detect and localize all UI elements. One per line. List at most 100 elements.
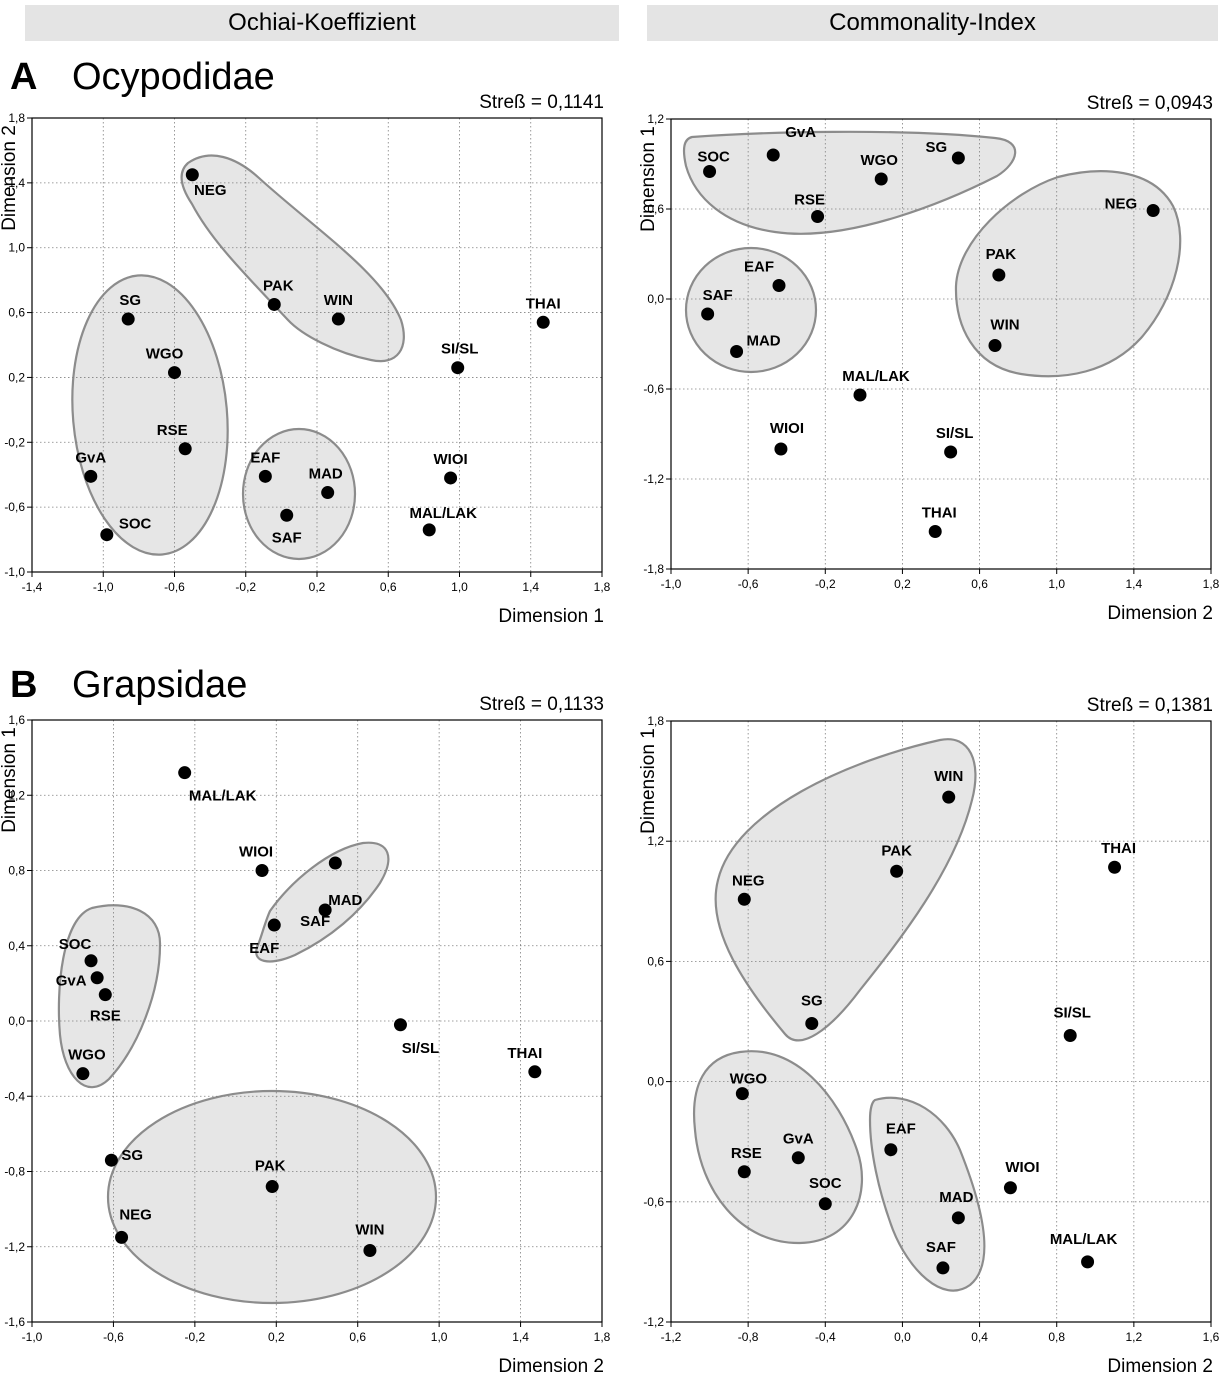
x-tick-label: 0,2 — [268, 1330, 285, 1344]
y-tick-label: -1,8 — [643, 562, 664, 576]
panel-A-left: -1,4 -1,0 -0,6 -0,2 0,2 0,6 1,0 1,4 1,8-1,0-0,6-… — [0, 92, 611, 627]
data-label-mal-lak: MAL/LAK — [842, 368, 910, 385]
y-tick-label: 1,2 — [647, 834, 664, 848]
x-tick-label: -1,4 — [22, 580, 43, 594]
data-point-gva — [766, 148, 780, 162]
data-label-mad: MAD — [939, 1189, 973, 1206]
x-tick-label: 0,8 — [1048, 1330, 1065, 1344]
data-point-mal-lak — [422, 523, 436, 537]
data-label-rse: RSE — [794, 192, 825, 209]
data-point-neg — [185, 168, 199, 182]
data-label-neg: NEG — [119, 1206, 152, 1223]
x-tick-label: -0,2 — [235, 580, 256, 594]
data-point-mal-lak — [1081, 1255, 1095, 1269]
y-tick-label: -1,0 — [4, 565, 25, 579]
data-point-eaf — [267, 918, 281, 932]
data-label-wioi: WIOI — [239, 844, 273, 861]
x-axis-label: Dimension 2 — [1107, 1356, 1213, 1375]
section-a-family: Ocypodidae — [72, 56, 275, 98]
x-tick-label: 0,4 — [971, 1330, 988, 1344]
data-point-win — [988, 339, 1002, 352]
data-point-pak — [992, 268, 1006, 282]
data-point-saf — [280, 508, 294, 522]
data-label-eaf: EAF — [886, 1121, 916, 1138]
data-label-gva: GvA — [785, 124, 816, 141]
x-tick-label: 1,2 — [1126, 1330, 1143, 1344]
y-tick-label: -0,8 — [4, 1165, 25, 1179]
data-label-wioi: WIOI — [434, 451, 468, 468]
data-point-neg — [737, 892, 751, 906]
y-tick-label: 0,2 — [8, 370, 25, 384]
y-tick-label: -0,6 — [643, 382, 664, 396]
column-header-right: Commonality-Index — [647, 5, 1218, 41]
panel-A-right: -1,0 -0,6 -0,2 0,2 0,6 1,0 1,4 1,8 -1,8 -1,2 -0,6 0… — [638, 93, 1220, 624]
data-label-mal-lak: MAL/LAK — [409, 505, 477, 522]
x-tick-label: 1,8 — [1203, 577, 1220, 591]
data-point-neg — [115, 1230, 129, 1244]
data-label-si-sl: SI/SL — [402, 1040, 440, 1057]
y-tick-label: 1,6 — [8, 713, 25, 727]
column-header-left: Ochiai-Koeffizient — [25, 5, 619, 41]
y-tick-label: 1,0 — [8, 241, 25, 255]
data-point-sg — [951, 151, 965, 165]
cluster-b-left-sg-pak-neg-win — [106, 1089, 438, 1305]
data-point-mad — [321, 486, 335, 500]
data-point-wioi — [774, 442, 788, 456]
y-tick-label: 0,6 — [8, 306, 25, 320]
y-tick-label: -1,2 — [643, 1315, 664, 1329]
section-b-letter: B — [10, 664, 38, 706]
data-point-saf — [318, 903, 332, 917]
data-label-soc: SOC — [809, 1175, 842, 1192]
x-tick-label: -1,0 — [22, 1330, 43, 1344]
plot-frame — [670, 720, 1212, 1323]
x-tick-label: -1,0 — [661, 577, 682, 591]
y-tick-label: 1,8 — [8, 111, 25, 125]
x-tick-label: -0,6 — [738, 577, 759, 591]
section-a-letter: A — [10, 56, 38, 98]
data-label-win: WIN — [324, 292, 353, 309]
x-tick-label: 0,6 — [380, 580, 397, 594]
y-tick-label: -1,2 — [643, 472, 664, 486]
y-axis-label: Dimension 1 — [638, 728, 659, 834]
data-label-pak: PAK — [986, 246, 1017, 263]
y-tick-label: 0,0 — [647, 1075, 664, 1089]
data-point-win — [942, 790, 956, 804]
data-point-mal-lak — [178, 766, 192, 780]
data-label-gva: GvA — [56, 973, 87, 990]
data-label-mad: MAD — [746, 333, 780, 350]
data-point-soc — [818, 1197, 832, 1211]
data-point-rse — [811, 210, 825, 223]
data-point-soc — [100, 528, 114, 542]
y-tick-label: 0,8 — [8, 864, 25, 878]
stress-value: Streß = 0,1141 — [479, 92, 604, 113]
data-point-sg — [104, 1153, 118, 1167]
x-tick-label: 0,2 — [894, 577, 911, 591]
y-tick-label: 1,8 — [647, 714, 664, 728]
data-label-soc: SOC — [697, 149, 730, 166]
stress-value: Streß = 0,0943 — [1087, 93, 1213, 114]
x-tick-label: 1,0 — [431, 1330, 448, 1344]
data-label-wioi: WIOI — [1005, 1159, 1039, 1176]
data-label-mad: MAD — [309, 466, 343, 483]
y-tick-label: 1,4 — [8, 176, 25, 190]
data-point-si-sl — [451, 361, 465, 375]
data-label-sg: SG — [119, 292, 141, 309]
data-label-saf: SAF — [300, 913, 330, 930]
data-label-rse: RSE — [90, 1008, 121, 1025]
cluster-b-left-mad-saf-eaf — [255, 841, 390, 963]
x-tick-label: 0,6 — [971, 577, 988, 591]
y-tick-label: 1,2 — [647, 112, 664, 126]
data-point-wioi — [255, 864, 269, 877]
data-point-neg — [1146, 204, 1160, 217]
section-b-family: Grapsidae — [72, 664, 248, 706]
plot-frame — [670, 118, 1212, 570]
data-label-neg: NEG — [194, 182, 227, 199]
data-point-pak — [265, 1180, 279, 1194]
data-label-si-sl: SI/SL — [936, 425, 974, 442]
data-label-thai: THAI — [922, 505, 957, 522]
data-label-soc: SOC — [59, 936, 92, 953]
data-label-pak: PAK — [263, 277, 294, 294]
y-tick-label: -0,6 — [4, 500, 25, 514]
data-label-eaf: EAF — [250, 449, 280, 466]
